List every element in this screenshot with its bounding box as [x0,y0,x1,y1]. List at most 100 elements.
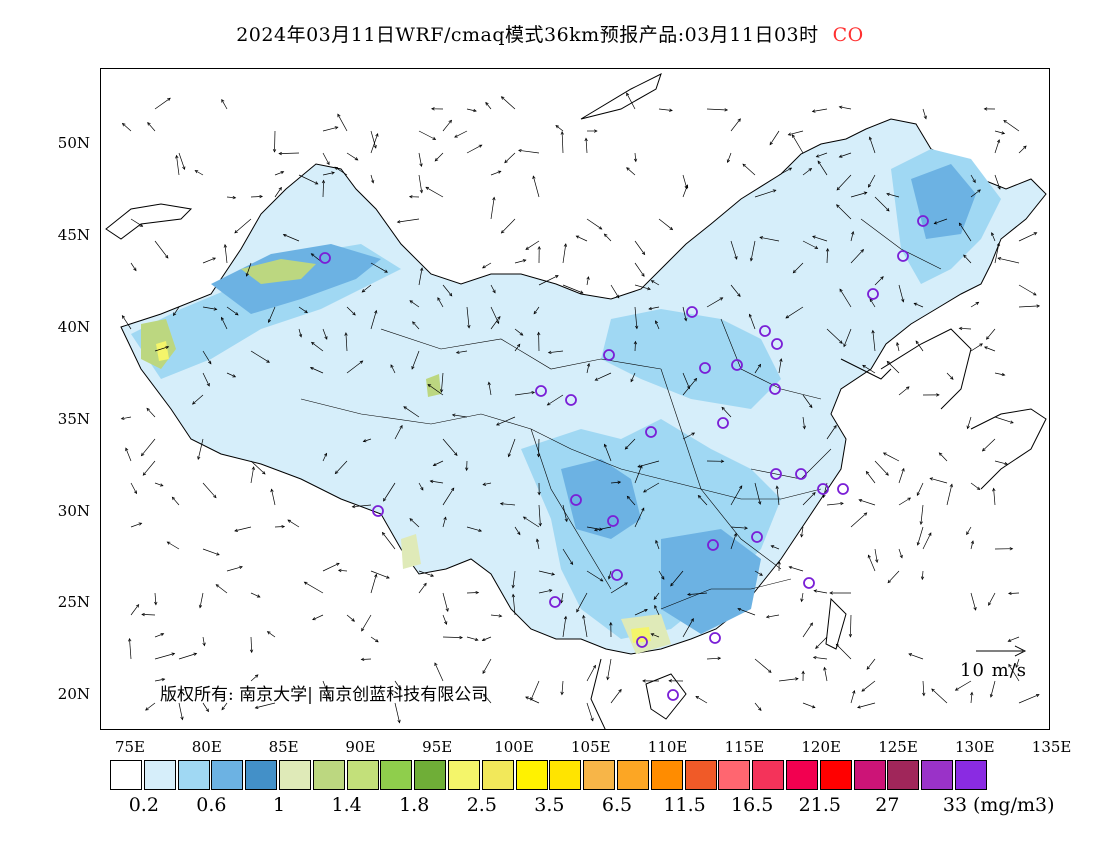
legend-swatch [177,760,210,790]
wind-vector-head [986,336,990,340]
wind-vector-head [344,332,348,336]
wind-vector-head [538,522,542,527]
wind-vector [536,539,540,550]
wind-vector [802,702,816,708]
wind-vector [812,108,828,112]
wind-vector-head [354,157,359,161]
wind-vector [998,257,1020,264]
lon-tick-label: 130E [955,738,995,756]
wind-vector-head [485,101,489,106]
wind-vector [500,503,516,506]
wind-vector [202,257,216,264]
wind-vector [898,386,910,396]
legend-swatch [110,760,142,790]
wind-vector-head [525,246,530,250]
wind-vector-head [901,298,905,303]
city-marker [699,362,711,374]
wind-vector [370,574,377,594]
wind-vector [437,297,444,308]
wind-vector [754,702,762,711]
wind-vector [931,688,948,704]
wind-vector [434,152,444,162]
city-marker [771,338,783,350]
wind-vector [789,566,804,572]
wind-vector [226,196,236,199]
wind-vector-head [991,232,995,236]
wind-vector-head [829,591,833,595]
map-panel [100,68,1050,730]
wind-vector [706,108,728,111]
wind-vector [250,196,263,198]
legend-tick-label: 3.5 [534,794,565,816]
lat-tick-label: 30N [57,502,90,520]
wind-vector-head [334,126,339,130]
wind-vector [361,614,372,632]
wind-vector [490,197,495,220]
legend-tick-label: 21.5 [798,794,841,816]
wind-vector-head [687,592,691,597]
wind-vector-head [922,692,926,697]
city-marker [917,215,929,227]
wind-vector [363,438,372,442]
wind-vector [586,665,596,682]
wind-vector [130,218,143,227]
wind-vector-head [815,645,819,649]
wind-vector-head [327,696,331,701]
wind-vector [514,526,521,535]
wind-vector [361,284,372,293]
wind-vector-head [857,705,861,709]
wind-vector [466,592,479,594]
wind-vector [896,342,900,352]
wind-vector-head [270,488,274,493]
wind-vector [221,317,228,330]
wind-vector-head [161,677,166,682]
wind-vector-head [836,186,841,191]
wind-vector [441,372,444,393]
wind-vector [215,584,228,594]
wind-vector [651,633,660,638]
wind-vector [610,481,621,484]
wind-vector-head [737,293,741,297]
wind-vector-head [1023,145,1027,150]
wind-vector-head [949,483,953,488]
wind-vector [352,504,372,508]
wind-vector [634,240,645,255]
wind-vector-head [633,340,638,345]
wind-vector [312,614,324,621]
wind-vector [993,488,996,506]
wind-vector [335,460,348,474]
wind-vector-head [125,447,129,452]
city-marker [731,359,743,371]
wind-vector-head [848,633,853,638]
wind-vector-head [972,179,976,184]
city-marker [565,394,577,406]
wind-vector-head [430,573,435,577]
legend-swatch [549,760,582,790]
wind-vector [682,618,694,638]
wind-vector-head [419,163,423,168]
wind-vector [322,152,330,165]
wind-vector [850,614,852,637]
wind-vector [874,276,884,286]
wind-vector-head [795,677,799,681]
wind-vector-head [684,317,688,322]
wind-vector-head [983,107,988,111]
wind-vector [547,394,564,406]
wind-vector-head [215,584,220,588]
wind-vector-head [321,179,326,184]
wind-vector-head [593,528,598,532]
wind-vector-head [616,294,620,299]
wind-vector-head [586,362,591,367]
wind-vector-head [801,670,805,675]
city-marker [549,596,561,608]
wind-vector [682,372,690,389]
wind-vector [586,702,594,721]
wind-vector [122,123,132,132]
wind-vector-head [437,297,441,301]
wind-vector [370,262,388,273]
wind-vector-head [278,151,282,156]
wind-vector-head [996,139,1001,143]
wind-vector [496,416,516,426]
wind-vector [141,438,156,456]
legend-unit: (mg/m3) [973,794,1055,816]
